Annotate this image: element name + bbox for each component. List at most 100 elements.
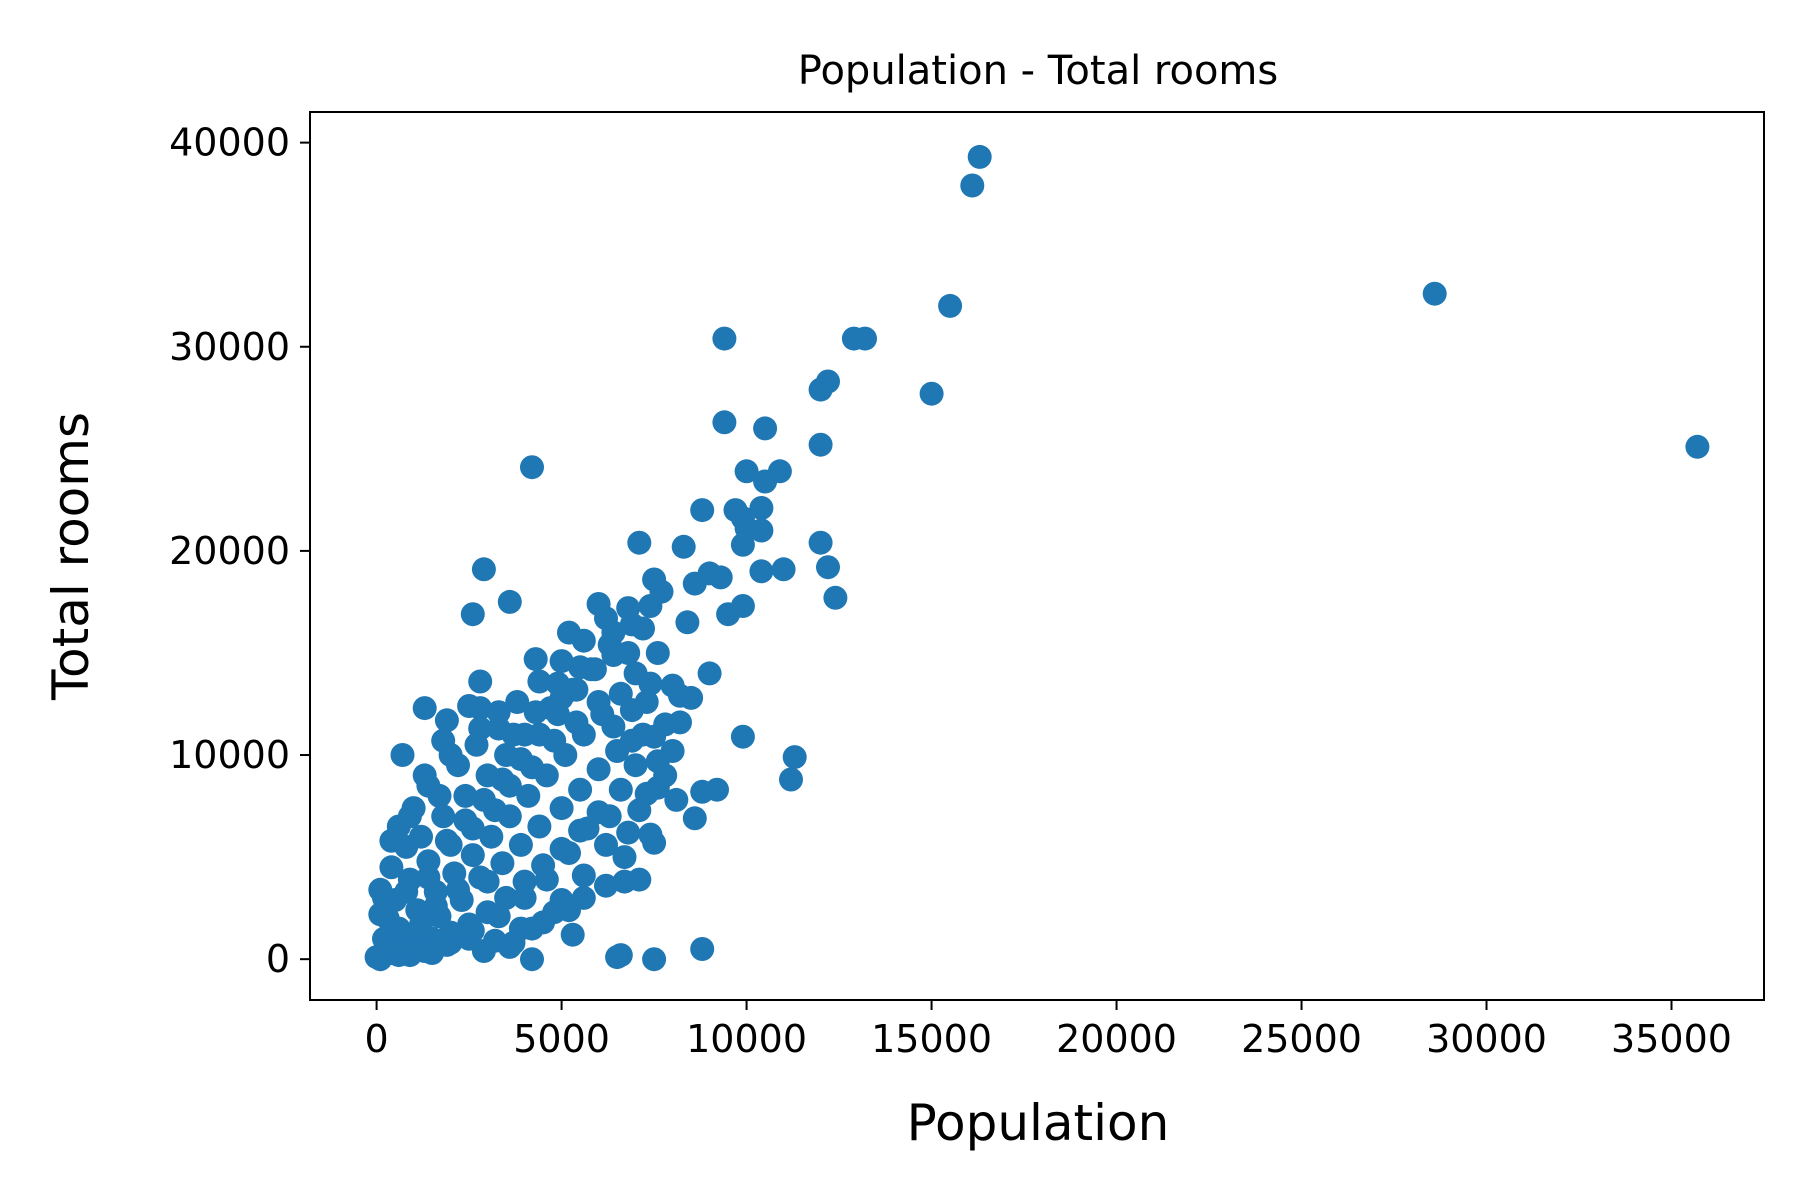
chart-title: Population - Total rooms	[798, 48, 1278, 94]
data-point	[571, 863, 596, 888]
data-point	[671, 534, 696, 559]
data-point	[486, 700, 511, 725]
data-point	[460, 602, 485, 627]
data-point	[497, 589, 522, 614]
data-point	[597, 804, 622, 829]
data-point	[431, 804, 456, 829]
data-point	[601, 620, 626, 645]
data-point	[512, 885, 537, 910]
data-point	[679, 685, 704, 710]
data-point	[734, 459, 759, 484]
data-point	[394, 879, 419, 904]
data-point	[434, 708, 459, 733]
data-point	[749, 496, 774, 520]
x-tick-label: 25000	[1241, 1017, 1362, 1061]
data-point	[453, 783, 478, 808]
data-point	[434, 932, 459, 957]
data-point	[486, 904, 511, 929]
data-point	[468, 669, 493, 694]
data-point	[690, 937, 715, 961]
data-point	[634, 781, 659, 806]
data-point	[520, 916, 544, 941]
data-point	[960, 173, 985, 198]
data-point	[616, 596, 641, 621]
x-tick-label: 15000	[871, 1017, 992, 1061]
data-point	[612, 845, 637, 870]
data-point	[534, 867, 559, 892]
data-point	[368, 877, 393, 902]
data-point	[501, 722, 526, 747]
data-point	[779, 767, 803, 792]
data-point	[446, 877, 470, 902]
data-point	[616, 820, 641, 845]
data-point	[730, 724, 755, 749]
y-tick-label: 0	[266, 937, 290, 981]
data-point	[594, 832, 618, 857]
x-tick-label: 5000	[513, 1017, 610, 1061]
data-point	[494, 743, 519, 767]
x-tick-label: 30000	[1426, 1017, 1547, 1061]
data-point	[571, 628, 596, 653]
data-point	[697, 561, 722, 586]
data-point	[619, 698, 644, 723]
data-point	[649, 579, 674, 604]
x-tick-label: 0	[365, 1017, 389, 1061]
data-point	[682, 806, 707, 831]
data-point	[808, 432, 833, 457]
data-point	[438, 743, 463, 767]
data-point	[545, 671, 570, 696]
data-point	[483, 798, 507, 823]
data-point	[527, 814, 552, 839]
y-tick-label: 30000	[169, 325, 290, 369]
data-point	[631, 616, 655, 641]
data-point	[690, 779, 715, 804]
data-point	[712, 410, 737, 435]
data-point	[523, 700, 548, 725]
data-point	[586, 757, 611, 782]
data-point	[412, 939, 437, 963]
data-point	[494, 885, 519, 910]
data-point	[397, 804, 422, 829]
data-point	[368, 902, 393, 927]
data-point	[479, 824, 504, 849]
data-point	[568, 777, 593, 802]
y-tick-label: 20000	[169, 529, 290, 573]
x-tick-label: 10000	[686, 1017, 807, 1061]
data-point	[520, 455, 544, 480]
data-point	[549, 796, 574, 821]
data-point	[808, 377, 833, 402]
data-point	[564, 710, 589, 735]
data-point	[675, 610, 700, 635]
y-tick-label: 10000	[169, 733, 290, 777]
data-point	[571, 885, 596, 910]
data-point	[468, 865, 493, 890]
data-point	[645, 749, 670, 774]
data-point	[542, 900, 567, 925]
data-point	[379, 828, 404, 853]
data-point	[568, 655, 593, 680]
data-point	[516, 783, 541, 808]
data-point	[508, 832, 533, 857]
data-point	[730, 532, 755, 557]
data-point	[471, 557, 496, 582]
data-point	[749, 559, 774, 584]
data-point	[416, 865, 441, 890]
data-point	[409, 912, 433, 937]
data-point	[475, 763, 500, 788]
x-axis-label: Population	[907, 1094, 1170, 1152]
data-point	[468, 696, 493, 721]
data-point	[619, 728, 644, 753]
data-point	[642, 947, 667, 972]
data-point	[771, 557, 796, 582]
data-point	[490, 851, 515, 876]
y-axis-label: Total rooms	[42, 412, 100, 701]
data-points	[364, 144, 1710, 972]
data-point	[1685, 434, 1710, 459]
data-point	[782, 745, 807, 770]
data-point	[697, 661, 722, 686]
data-point	[716, 602, 741, 627]
data-point	[586, 690, 611, 714]
data-point	[557, 841, 581, 865]
data-point	[664, 787, 689, 812]
